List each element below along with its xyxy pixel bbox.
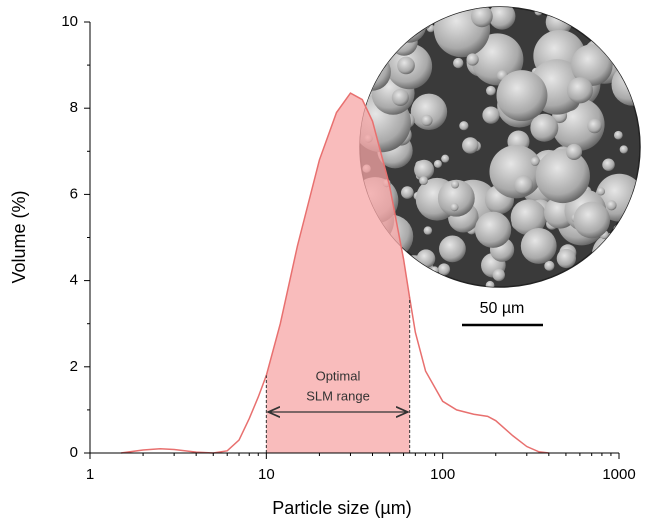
particle xyxy=(496,70,548,122)
particle xyxy=(360,53,391,91)
particle xyxy=(530,113,559,142)
particle xyxy=(619,145,628,154)
particle xyxy=(450,180,460,189)
particle xyxy=(613,224,625,236)
particle xyxy=(416,249,436,268)
particle xyxy=(591,232,636,277)
particle xyxy=(606,200,617,211)
particle xyxy=(474,211,512,248)
particle xyxy=(419,176,428,186)
particle xyxy=(441,154,450,163)
particle xyxy=(374,25,383,34)
particle xyxy=(391,7,427,43)
particle xyxy=(437,263,451,276)
particle xyxy=(391,88,409,107)
particle xyxy=(570,44,613,86)
particle xyxy=(488,7,516,30)
particle xyxy=(384,10,407,33)
y-tick-label: 0 xyxy=(70,444,78,461)
particle xyxy=(423,226,433,235)
particle xyxy=(566,77,593,104)
particle xyxy=(439,235,466,263)
particle xyxy=(470,7,493,28)
particle xyxy=(639,64,640,73)
particle xyxy=(602,7,627,30)
particle xyxy=(625,212,640,233)
particle xyxy=(566,143,583,160)
particle xyxy=(459,121,469,131)
particle xyxy=(602,158,615,172)
particle xyxy=(573,201,611,239)
particle xyxy=(360,7,366,14)
particle xyxy=(639,60,640,69)
particle xyxy=(609,34,621,46)
y-tick-label: 6 xyxy=(70,185,78,202)
particle xyxy=(380,7,389,14)
particle xyxy=(616,227,625,236)
particle xyxy=(597,253,620,275)
particle xyxy=(578,261,623,287)
particle xyxy=(379,10,399,30)
particle xyxy=(394,25,403,34)
y-axis-label: Volume (%) xyxy=(9,190,29,283)
particle xyxy=(510,199,547,236)
particle xyxy=(397,56,415,75)
particle xyxy=(617,39,626,48)
annotation: Optimal xyxy=(316,368,361,383)
particle xyxy=(360,19,385,69)
x-tick-label: 100 xyxy=(430,466,455,483)
particle xyxy=(585,275,595,285)
particle xyxy=(610,252,629,271)
particle xyxy=(462,137,479,154)
y-tick-label: 4 xyxy=(70,272,78,289)
y-tick-label: 2 xyxy=(70,358,78,375)
annotation: SLM range xyxy=(306,388,370,403)
particle xyxy=(453,57,464,69)
shaded-area xyxy=(266,93,410,454)
particle xyxy=(612,7,634,24)
x-axis-label: Particle size (µm) xyxy=(272,498,411,518)
particle xyxy=(471,33,524,86)
particle xyxy=(401,186,414,199)
particle xyxy=(486,85,496,96)
particle xyxy=(535,148,590,204)
particle xyxy=(544,260,555,271)
y-tick-label: 8 xyxy=(70,99,78,116)
particle xyxy=(410,93,448,130)
particle xyxy=(450,203,459,212)
y-tick-label: 10 xyxy=(61,13,78,30)
particle xyxy=(606,246,616,256)
x-tick-label: 1 xyxy=(86,466,94,483)
particle xyxy=(556,248,576,269)
particle xyxy=(636,280,640,287)
particle xyxy=(466,53,479,66)
particle xyxy=(530,157,540,166)
particle xyxy=(430,266,439,275)
x-tick-label: 10 xyxy=(258,466,275,483)
particle xyxy=(433,159,442,168)
particle xyxy=(417,15,432,30)
particle xyxy=(596,187,606,196)
particle xyxy=(421,114,433,127)
particle xyxy=(513,175,534,195)
particle xyxy=(583,263,628,287)
particle xyxy=(492,268,505,282)
particle xyxy=(520,228,557,264)
particle xyxy=(482,106,500,124)
particle xyxy=(414,159,435,180)
scale-bar-label: 50 µm xyxy=(480,300,525,317)
particle xyxy=(587,118,602,134)
x-tick-label: 1000 xyxy=(602,466,635,483)
particle xyxy=(485,280,495,287)
particle xyxy=(437,179,475,217)
particle xyxy=(619,51,640,71)
particle xyxy=(597,270,610,283)
particle xyxy=(605,7,640,50)
particle xyxy=(614,130,623,140)
